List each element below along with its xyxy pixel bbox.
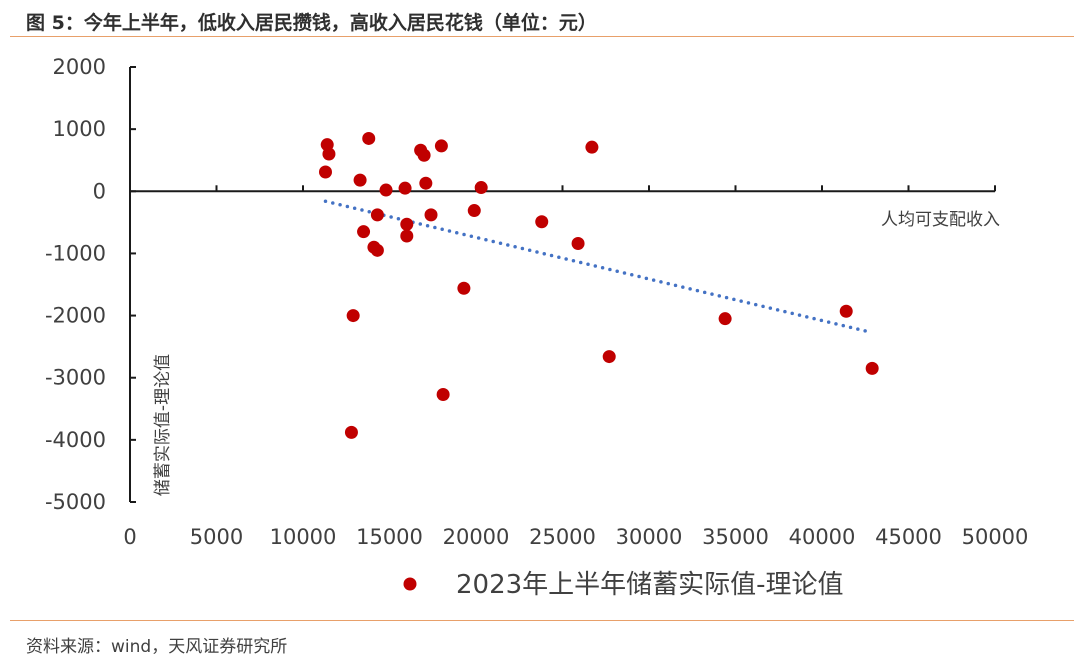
data-point: [419, 176, 433, 190]
data-point: [318, 165, 332, 179]
x-tick-label: 10000: [270, 525, 337, 549]
y-tick-label: -1000: [45, 241, 106, 265]
data-point: [467, 204, 481, 218]
x-axis-title: 人均可支配收入: [881, 210, 1000, 230]
y-tick-label: -3000: [45, 366, 106, 390]
legend: 2023年上半年储蓄实际值-理论值: [403, 570, 844, 600]
data-point: [436, 387, 450, 401]
data-point: [322, 147, 336, 161]
data-point: [357, 225, 371, 239]
source-note: 资料来源：wind，天风证券研究所: [26, 637, 288, 657]
data-points: [318, 131, 879, 439]
x-tick-label: 45000: [875, 525, 942, 549]
x-tick-label: 30000: [616, 525, 683, 549]
y-tick-label: -4000: [45, 428, 106, 452]
data-point: [434, 139, 448, 153]
data-point: [398, 181, 412, 195]
data-point: [417, 148, 431, 162]
data-point: [602, 350, 616, 364]
data-point: [839, 304, 853, 318]
x-tick-label: 0: [123, 525, 136, 549]
data-point: [585, 140, 599, 154]
data-point: [344, 425, 358, 439]
title-divider: [10, 36, 1074, 37]
x-tick-label: 50000: [962, 525, 1029, 549]
data-point: [400, 229, 414, 243]
data-point: [370, 243, 384, 257]
data-point: [346, 309, 360, 323]
data-point: [370, 208, 384, 222]
data-point: [353, 173, 367, 187]
data-point: [362, 131, 376, 145]
data-point: [379, 183, 393, 197]
legend-label: 2023年上半年储蓄实际值-理论值: [456, 570, 844, 600]
x-tick-label: 15000: [356, 525, 423, 549]
chart-title: 图 5：今年上半年，低收入居民攒钱，高收入居民花钱（单位：元）: [26, 12, 597, 34]
trendline: [323, 199, 871, 334]
footer-divider: [10, 620, 1074, 621]
y-tick-label: 2000: [53, 55, 106, 79]
y-axis-title: 储蓄实际值-理论值: [153, 354, 173, 496]
data-point: [424, 208, 438, 222]
x-tick-label: 40000: [789, 525, 856, 549]
data-point: [474, 181, 488, 195]
x-tick-label: 35000: [702, 525, 769, 549]
y-tick-label: -2000: [45, 304, 106, 328]
data-point: [571, 236, 585, 250]
x-tick-label: 5000: [190, 525, 243, 549]
y-tick-label: 1000: [53, 117, 106, 141]
trendline-group: [323, 199, 871, 334]
y-tick-label: -5000: [45, 490, 106, 514]
x-tick-label: 25000: [529, 525, 596, 549]
x-tick-label: 20000: [443, 525, 510, 549]
data-point: [400, 217, 414, 231]
data-point: [535, 215, 549, 229]
data-point: [718, 312, 732, 326]
data-point: [865, 361, 879, 375]
legend-marker: [403, 577, 417, 591]
y-tick-label: 0: [93, 179, 106, 203]
data-point: [457, 281, 471, 295]
